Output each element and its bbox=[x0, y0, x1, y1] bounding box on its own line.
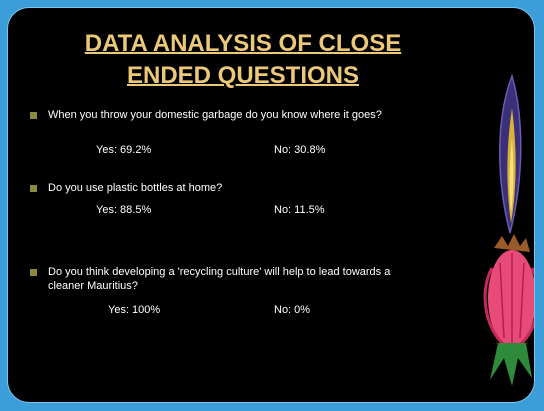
slide: DATA ANALYSIS OF CLOSE ENDED QUESTIONS W… bbox=[7, 7, 535, 403]
answer-yes: Yes: 69.2% bbox=[96, 144, 152, 156]
answer-no: No: 0% bbox=[274, 304, 311, 316]
answer-no: No: 11.5% bbox=[274, 204, 325, 216]
slide-title: DATA ANALYSIS OF CLOSE bbox=[84, 30, 402, 57]
decoration bbox=[483, 73, 534, 386]
flame bbox=[499, 73, 522, 234]
question: When you throw your domestic garbage do … bbox=[48, 109, 382, 121]
slide-title: ENDED QUESTIONS bbox=[126, 62, 360, 89]
question: Do you use plastic bottles at home? bbox=[48, 182, 223, 194]
answer-yes: Yes: 88.5% bbox=[96, 204, 152, 216]
bullet bbox=[30, 112, 37, 119]
bullet bbox=[30, 269, 37, 276]
answer-no: No: 30.8% bbox=[274, 144, 326, 156]
bullet bbox=[30, 185, 37, 192]
question: Do you think developing a 'recycling cul… bbox=[48, 266, 391, 292]
lotus bbox=[483, 234, 534, 386]
answer-yes: Yes: 100% bbox=[108, 304, 161, 316]
